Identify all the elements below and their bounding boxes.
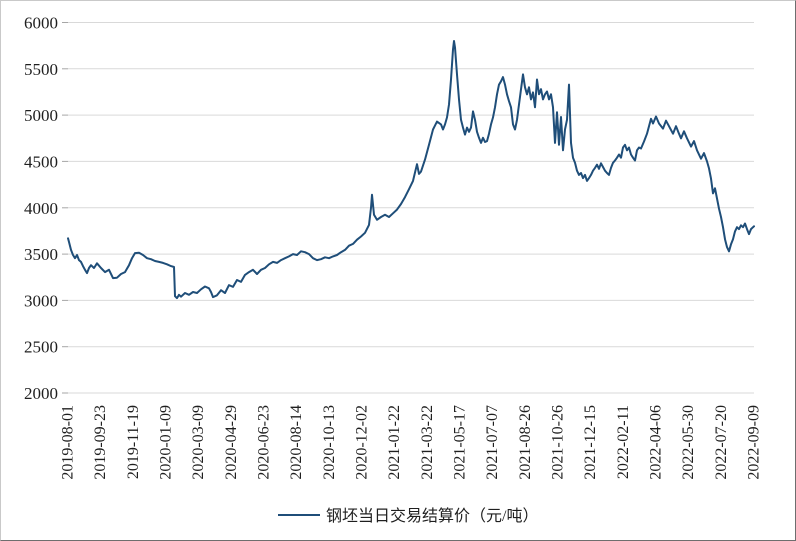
- x-tick-label: 2021-08-26: [517, 405, 534, 480]
- y-axis-labels: 2000 2500 3000 3500 4000 4500 5000 5500 6000: [24, 14, 58, 404]
- y-tick-label: 4500: [24, 152, 58, 171]
- y-tick-label: 2000: [24, 384, 58, 403]
- legend: 钢坯当日交易结算价（元/吨）: [278, 506, 538, 525]
- x-tick-label: 2020-03-09: [190, 405, 207, 480]
- x-tick-label: 2021-07-07: [484, 405, 501, 480]
- x-axis-labels: 2019-08-01 2019-09-23 2019-11-19 2020-01-09…: [60, 405, 763, 480]
- x-tick-label: 2021-01-22: [386, 405, 403, 480]
- x-tick-label: 2022-07-20: [713, 405, 730, 480]
- x-tick-label: 2019-11-19: [125, 405, 142, 479]
- y-tick-label: 2500: [24, 338, 58, 357]
- x-tick-label: 2022-09-09: [746, 405, 763, 480]
- x-tick-label: 2021-03-22: [419, 405, 436, 480]
- x-tick-label: 2020-10-13: [321, 405, 338, 480]
- x-tick-label: 2020-12-02: [354, 405, 371, 480]
- x-tick-label: 2022-04-06: [648, 405, 665, 480]
- y-tick-label: 6000: [24, 14, 58, 33]
- x-tick-label: 2019-08-01: [60, 405, 77, 480]
- legend-label: 钢坯当日交易结算价（元/吨）: [326, 506, 538, 525]
- x-tick-label: 2022-05-30: [680, 405, 697, 480]
- y-axis-ticks: [62, 22, 68, 394]
- x-tick-label: 2021-10-26: [550, 405, 567, 480]
- y-tick-label: 5500: [24, 60, 58, 79]
- x-tick-label: 2020-04-29: [223, 405, 240, 480]
- x-tick-label: 2021-12-15: [582, 405, 599, 480]
- y-tick-label: 4000: [24, 199, 58, 218]
- price-series-line: [67, 40, 755, 300]
- gridlines: [68, 22, 754, 394]
- x-tick-label: 2020-01-09: [158, 405, 175, 480]
- x-tick-label: 2020-08-14: [288, 405, 305, 480]
- x-tick-label: 2019-09-23: [92, 405, 109, 480]
- y-tick-label: 5000: [24, 106, 58, 125]
- x-tick-label: 2021-05-17: [452, 405, 469, 480]
- x-tick-label: 2022-02-11: [615, 405, 632, 479]
- y-tick-label: 3500: [24, 245, 58, 264]
- x-tick-label: 2020-06-23: [256, 405, 273, 480]
- y-tick-label: 3000: [24, 291, 58, 310]
